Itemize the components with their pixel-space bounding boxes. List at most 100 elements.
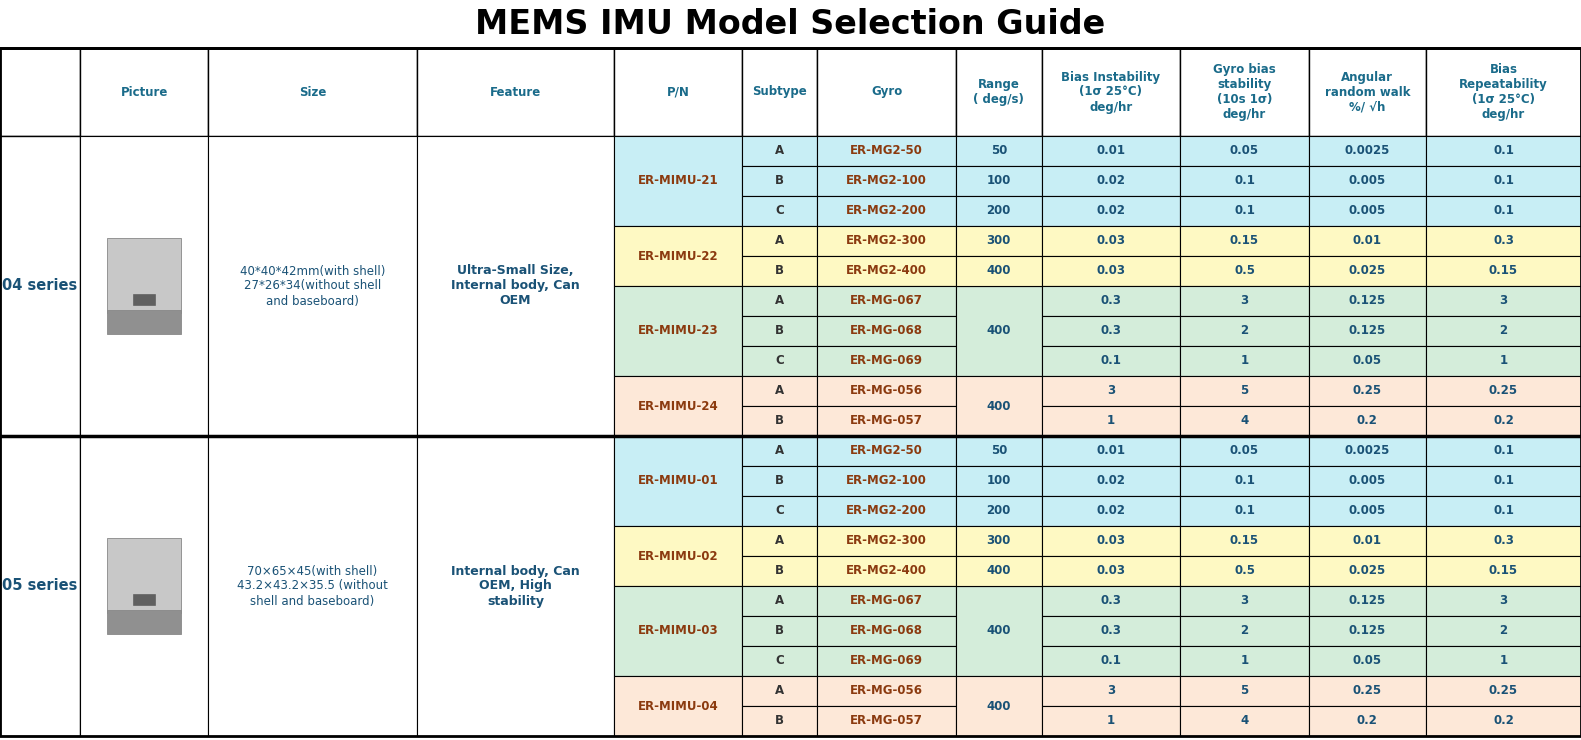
Text: 0.3: 0.3	[1492, 235, 1515, 247]
Text: Picture: Picture	[120, 86, 168, 98]
Bar	[1426, 586, 1581, 616]
Bar	[1181, 616, 1309, 646]
Text: 0.0025: 0.0025	[1345, 445, 1390, 457]
Bar	[133, 594, 155, 605]
Bar	[817, 496, 957, 526]
Text: 200: 200	[987, 204, 1010, 218]
Text: 400: 400	[987, 325, 1012, 337]
Bar	[957, 226, 1042, 256]
Text: B: B	[775, 474, 784, 488]
Text: 2: 2	[1499, 325, 1508, 337]
Bar	[1309, 196, 1426, 226]
Bar	[957, 136, 1042, 166]
Text: ER-MG-057: ER-MG-057	[851, 715, 923, 727]
Bar	[1309, 646, 1426, 676]
Bar	[743, 166, 817, 196]
Bar	[1426, 436, 1581, 466]
Text: A: A	[775, 144, 784, 158]
Text: 0.25: 0.25	[1353, 684, 1382, 698]
Bar	[0, 466, 1581, 496]
Bar	[817, 616, 957, 646]
Bar	[1426, 166, 1581, 196]
Bar	[1426, 616, 1581, 646]
Bar	[615, 676, 743, 736]
Text: 100: 100	[987, 474, 1010, 488]
Text: B: B	[775, 325, 784, 337]
Bar	[743, 48, 817, 136]
Bar	[1309, 226, 1426, 256]
Bar	[1309, 256, 1426, 286]
Bar	[0, 376, 1581, 406]
Text: 0.3: 0.3	[1100, 625, 1121, 637]
Text: A: A	[775, 445, 784, 457]
Text: Gyro: Gyro	[871, 86, 903, 98]
Text: 0.01: 0.01	[1097, 445, 1126, 457]
Text: 0.025: 0.025	[1349, 565, 1387, 577]
Text: 2: 2	[1241, 625, 1249, 637]
Bar	[209, 48, 417, 136]
Bar	[0, 136, 81, 436]
Bar	[743, 646, 817, 676]
Text: 0.125: 0.125	[1349, 594, 1387, 608]
Bar	[957, 286, 1042, 376]
Bar	[1309, 406, 1426, 436]
Bar	[817, 346, 957, 376]
Bar	[615, 136, 743, 226]
Bar	[1042, 286, 1181, 316]
Text: 0.1: 0.1	[1492, 445, 1515, 457]
Text: Bias
Repeatability
(1σ 25°C)
deg/hr: Bias Repeatability (1σ 25°C) deg/hr	[1459, 63, 1548, 121]
Text: ER-MIMU-23: ER-MIMU-23	[639, 325, 719, 337]
Bar	[817, 316, 957, 346]
Text: ER-MG2-200: ER-MG2-200	[846, 505, 926, 517]
Bar	[1042, 346, 1181, 376]
Bar	[957, 586, 1042, 676]
Text: ER-MIMU-24: ER-MIMU-24	[639, 400, 719, 412]
Bar	[817, 676, 957, 706]
Bar	[817, 466, 957, 496]
Text: Gyro bias
stability
(10s 1σ)
deg/hr: Gyro bias stability (10s 1σ) deg/hr	[1213, 63, 1276, 121]
Text: 0.03: 0.03	[1097, 235, 1126, 247]
Text: 0.03: 0.03	[1097, 565, 1126, 577]
Text: 0.01: 0.01	[1097, 144, 1126, 158]
Bar	[1042, 406, 1181, 436]
Bar	[1426, 48, 1581, 136]
Bar	[743, 436, 817, 466]
Bar	[1309, 556, 1426, 586]
Bar	[417, 436, 615, 736]
Bar	[1309, 466, 1426, 496]
Text: ER-MG2-50: ER-MG2-50	[851, 144, 923, 158]
Bar	[743, 706, 817, 736]
Bar	[743, 676, 817, 706]
Bar	[1181, 346, 1309, 376]
Bar	[1426, 286, 1581, 316]
Bar	[817, 136, 957, 166]
Text: 0.5: 0.5	[1235, 565, 1255, 577]
Bar	[1042, 616, 1181, 646]
Text: 4: 4	[1241, 414, 1249, 428]
Bar	[1042, 586, 1181, 616]
Text: 05 series: 05 series	[3, 579, 77, 593]
Text: A: A	[775, 235, 784, 247]
Bar	[1042, 196, 1181, 226]
Bar	[1181, 436, 1309, 466]
Text: B: B	[775, 715, 784, 727]
Bar	[1042, 256, 1181, 286]
Bar	[743, 136, 817, 166]
Text: 400: 400	[987, 699, 1012, 713]
Text: ER-MG-069: ER-MG-069	[851, 354, 923, 368]
Bar	[1042, 676, 1181, 706]
Text: ER-MIMU-22: ER-MIMU-22	[639, 249, 719, 263]
Bar	[957, 526, 1042, 556]
Bar	[1426, 226, 1581, 256]
Bar	[1181, 706, 1309, 736]
Text: ER-MG2-300: ER-MG2-300	[846, 235, 926, 247]
Text: 0.3: 0.3	[1100, 325, 1121, 337]
Bar	[957, 376, 1042, 436]
Text: 2: 2	[1499, 625, 1508, 637]
Bar	[615, 48, 743, 136]
Bar	[743, 616, 817, 646]
Bar	[108, 238, 182, 313]
Bar	[1181, 136, 1309, 166]
Text: C: C	[775, 505, 784, 517]
Text: 0.02: 0.02	[1097, 474, 1126, 488]
